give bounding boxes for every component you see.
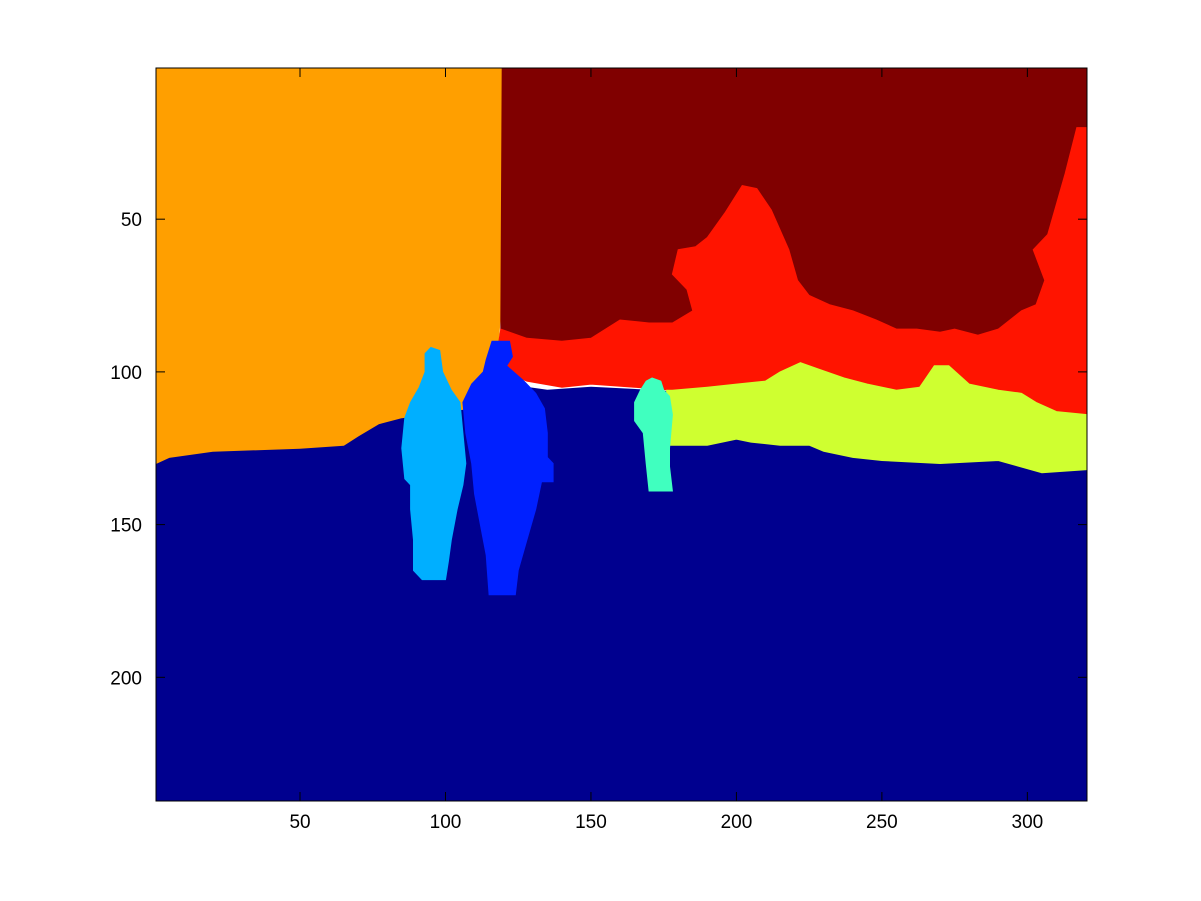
region-person-right: [634, 377, 673, 492]
x-tick-label: 50: [289, 812, 310, 833]
y-tick-label: 100: [110, 363, 142, 384]
y-tick-label: 50: [121, 210, 142, 231]
axis-ticks: 50 100 150 200 250 300 50 100 150 200: [110, 68, 1087, 833]
axes-box: [155, 67, 1088, 802]
y-tick-label: 150: [110, 516, 142, 537]
region-yellow-green-area: [666, 362, 1087, 474]
x-tick-label: 300: [1012, 812, 1044, 833]
x-tick-label: 250: [866, 812, 898, 833]
region-person-left: [401, 346, 467, 581]
segmentation-map: [156, 68, 1087, 801]
x-tick-label: 200: [721, 812, 753, 833]
region-person-center: [462, 340, 554, 596]
x-tick-label: 150: [575, 812, 607, 833]
x-tick-label: 100: [430, 812, 462, 833]
y-tick-label: 200: [110, 668, 142, 689]
